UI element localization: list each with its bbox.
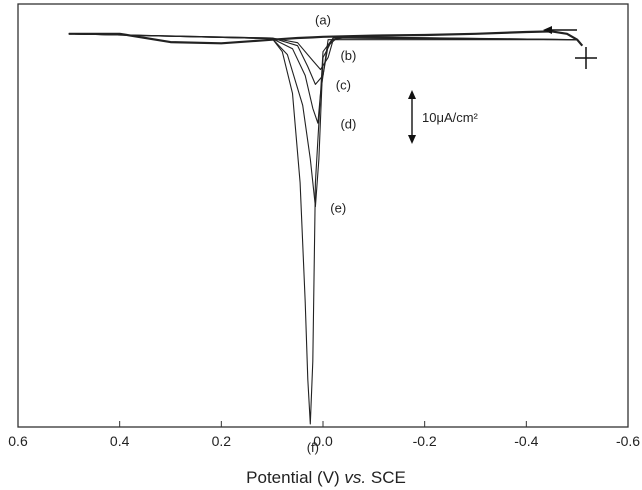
curve-label-c: (c) xyxy=(336,78,351,93)
origin-crosshair xyxy=(575,47,597,69)
x-axis-title-italic: vs. xyxy=(344,468,366,487)
x-tick-label: -0.6 xyxy=(616,433,640,449)
x-tick-label: 0.2 xyxy=(212,433,232,449)
series-line-a xyxy=(68,30,584,47)
x-tick-label: -0.4 xyxy=(514,433,538,449)
x-axis-title: Potential (V) vs. SCE xyxy=(246,468,406,487)
plot-area xyxy=(68,30,584,425)
scan-direction-arrow xyxy=(543,26,577,34)
x-tick-label: 0.6 xyxy=(8,433,28,449)
curve-labels: (a) (b) (c) (d) (e) (f) xyxy=(307,13,357,455)
scale-bar-label: 10μA/cm² xyxy=(422,110,479,125)
x-axis-title-main: Potential (V) xyxy=(246,468,344,487)
scale-bar: 10μA/cm² xyxy=(408,90,479,144)
curve-label-d: (d) xyxy=(340,116,356,131)
x-tick-label: -0.2 xyxy=(413,433,437,449)
curve-label-e: (e) xyxy=(330,200,346,215)
x-tick-label: 0.0 xyxy=(313,433,333,449)
series-line-e xyxy=(68,33,578,208)
x-axis-title-tail: SCE xyxy=(366,468,406,487)
series-line-f xyxy=(68,33,578,425)
curve-label-a: (a) xyxy=(315,13,331,28)
x-tick-label: 0.4 xyxy=(110,433,130,449)
curve-label-f: (f) xyxy=(307,440,319,455)
series-line-d xyxy=(68,33,578,124)
x-axis: 0.6 0.4 0.2 0.0 -0.2 -0.4 -0.6 xyxy=(8,421,640,449)
curve-label-b: (b) xyxy=(340,48,356,63)
